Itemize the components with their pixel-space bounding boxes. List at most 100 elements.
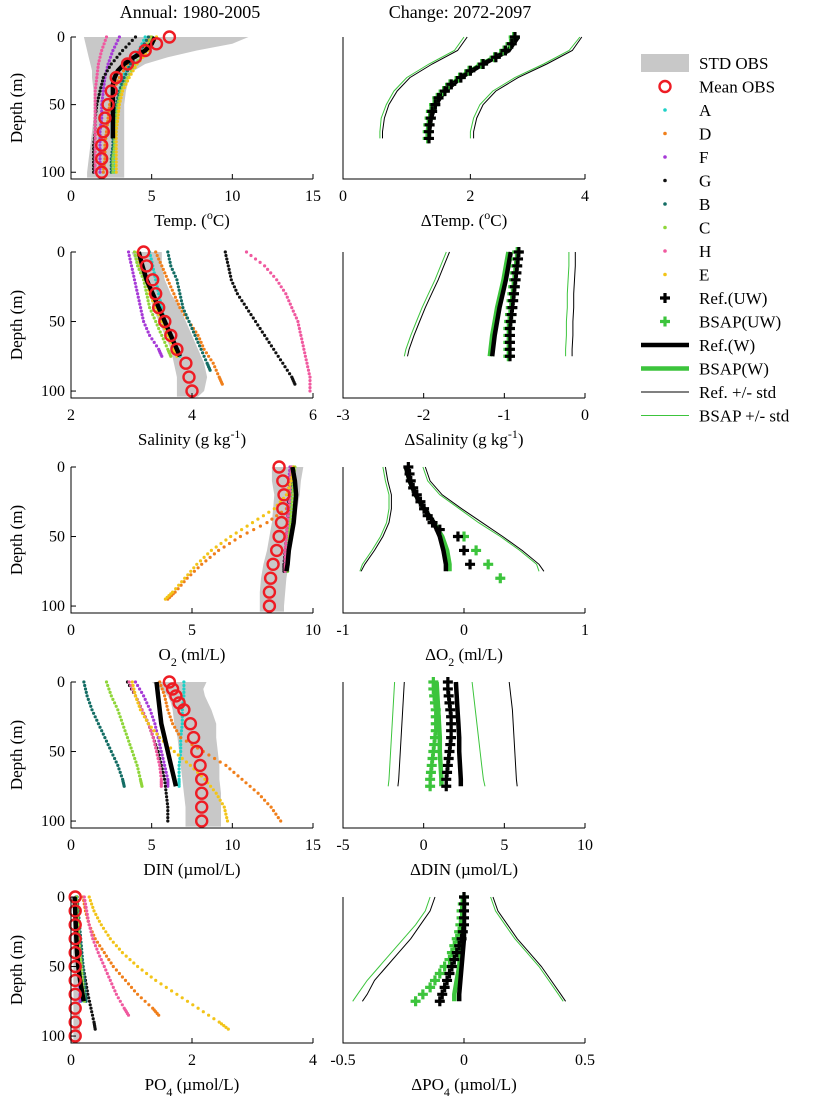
- point-B: [179, 295, 183, 299]
- point-E: [245, 524, 249, 528]
- point-D: [266, 802, 270, 806]
- series-D: [158, 680, 283, 823]
- x-axis-label-main: PO: [145, 1075, 167, 1094]
- legend-label: G: [699, 172, 711, 191]
- legend-label: Ref.(UW): [699, 289, 767, 308]
- point-B: [176, 285, 180, 289]
- point-H: [157, 760, 161, 764]
- mean-obs-circle: [276, 502, 290, 516]
- legend-item: Ref. +/- std: [641, 383, 777, 402]
- point-C: [160, 333, 164, 337]
- point-H: [95, 947, 99, 951]
- point-C: [288, 524, 292, 528]
- legend-label: BSAP +/- std: [699, 407, 790, 426]
- point-D: [159, 683, 163, 688]
- point-H: [102, 42, 106, 46]
- point-E: [115, 119, 119, 124]
- point-H: [156, 756, 160, 761]
- point-D: [227, 541, 232, 546]
- x-tick-label: -2: [417, 407, 430, 424]
- point-E: [114, 150, 118, 154]
- point-D: [120, 975, 124, 979]
- point-G: [133, 35, 138, 39]
- point-F: [140, 690, 144, 695]
- bsap-uw-marker: [425, 982, 436, 993]
- point-E: [159, 982, 163, 986]
- point-E: [267, 510, 271, 514]
- point-H: [96, 69, 100, 73]
- point-C: [111, 160, 115, 164]
- point-C: [148, 306, 152, 310]
- point-F: [142, 694, 146, 698]
- x-axis-label-tail: ): [518, 430, 524, 449]
- point-F: [116, 38, 120, 43]
- point-G: [127, 42, 131, 46]
- point-E: [240, 528, 244, 532]
- point-H: [305, 361, 309, 365]
- point-D: [171, 722, 175, 726]
- point-H: [110, 982, 114, 986]
- point-E: [133, 694, 138, 698]
- point-C: [134, 257, 138, 261]
- y-tick-label: 50: [49, 959, 65, 976]
- point-G: [260, 330, 264, 334]
- ref-uw-marker: [422, 510, 433, 521]
- point-D: [179, 583, 183, 587]
- point-B: [177, 288, 181, 292]
- point-D: [176, 302, 180, 306]
- point-E: [96, 916, 100, 920]
- point-F: [78, 999, 82, 1003]
- point-E: [224, 812, 228, 816]
- point-E: [220, 802, 224, 806]
- point-D: [170, 288, 174, 292]
- point-E: [137, 704, 141, 708]
- point-D: [167, 281, 171, 285]
- point-D: [157, 1013, 161, 1017]
- y-tick-label: 100: [41, 383, 65, 400]
- point-G: [96, 99, 100, 103]
- point-B: [82, 680, 86, 684]
- point-H: [308, 382, 312, 386]
- point-G: [229, 274, 233, 278]
- point-H: [93, 130, 97, 134]
- point-F: [129, 260, 133, 264]
- ref-uw-marker: [423, 133, 434, 144]
- point-D: [269, 805, 273, 809]
- point-D: [222, 545, 226, 549]
- point-B: [181, 306, 185, 310]
- point-H: [269, 271, 273, 275]
- point-B: [109, 749, 113, 754]
- point-H: [283, 548, 287, 553]
- point-D: [164, 701, 168, 705]
- point-E: [144, 718, 148, 722]
- point-C: [147, 302, 151, 306]
- point-B: [119, 774, 123, 778]
- point-G: [256, 323, 260, 327]
- point-B: [96, 722, 100, 726]
- x-axis-label-tail: ): [240, 430, 246, 449]
- axis-lines: [342, 37, 585, 180]
- point-D: [172, 292, 176, 296]
- point-E: [191, 1003, 195, 1007]
- point-G: [105, 69, 109, 73]
- point-E: [124, 82, 128, 86]
- point-B: [198, 344, 202, 348]
- point-C: [134, 760, 138, 764]
- point-E: [284, 493, 288, 497]
- point-E: [114, 153, 118, 157]
- x-tick-label: 5: [188, 622, 196, 639]
- x-tick-label: 4: [581, 188, 589, 205]
- point-E: [222, 1024, 226, 1028]
- point-C: [119, 718, 123, 722]
- x-tick-label: 15: [305, 188, 321, 205]
- mean-obs-circle: [104, 84, 119, 98]
- point-C: [288, 521, 292, 525]
- point-F: [108, 55, 113, 59]
- point-B: [166, 250, 170, 254]
- bsap-uw-marker: [425, 781, 436, 792]
- legend-swatch-dot: [663, 155, 667, 159]
- point-H: [151, 736, 155, 740]
- point-B: [118, 770, 122, 775]
- point-E: [146, 722, 150, 726]
- point-E: [114, 143, 118, 147]
